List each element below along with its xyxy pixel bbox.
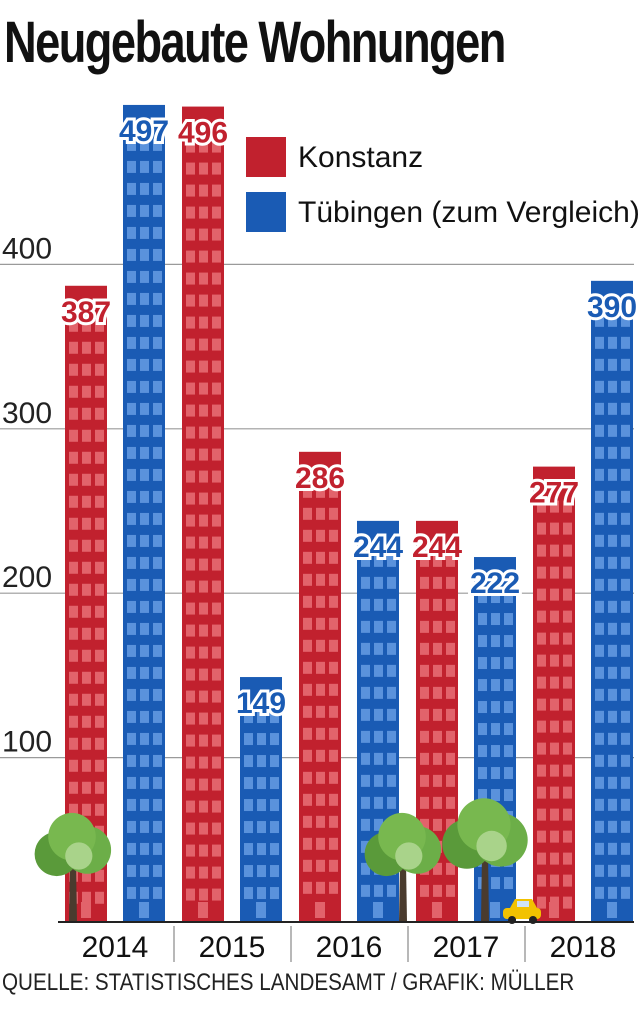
decorations [34,798,541,924]
value-label-tuebingen-2016: 244 [353,531,403,564]
y-tick-200: 200 [2,561,52,594]
tree-icon [442,798,528,922]
bar-konstanz-2014 [65,285,107,923]
y-tick-labels: 100 200 300 400 [2,232,52,758]
x-tick-2015: 2015 [199,931,266,964]
value-label-konstanz-2017: 244 [412,531,462,564]
y-tick-100: 100 [2,726,52,759]
x-tick-2016: 2016 [316,931,383,964]
x-tick-2018: 2018 [550,931,617,964]
legend: Konstanz Tübingen (zum Vergleich) [246,137,640,232]
value-label-tuebingen-2015: 149 [236,687,286,720]
legend-item-konstanz: Konstanz [246,137,423,177]
bar-tuebingen-2018 [591,280,633,923]
value-label-tuebingen-2018: 390 [587,291,637,324]
value-label-tuebingen-2014: 497 [119,115,169,148]
tree-icon [34,812,112,922]
bar-konstanz-2018 [533,466,575,922]
tree-icon [364,812,442,922]
legend-item-tuebingen: Tübingen (zum Vergleich) [246,192,640,232]
y-tick-400: 400 [2,232,52,265]
x-axis: 2014 2015 2016 2017 2018 [58,921,634,964]
legend-label: Konstanz [298,141,423,174]
legend-label: Tübingen (zum Vergleich) [298,196,640,229]
x-tick-2014: 2014 [82,931,149,964]
value-label-konstanz-2016: 286 [295,462,345,495]
bar-tuebingen-2015 [240,677,282,922]
bar-konstanz-2016 [299,451,341,922]
bar-tuebingen-2014 [123,104,165,922]
value-label-tuebingen-2017: 222 [470,567,520,600]
y-tick-300: 300 [2,397,52,430]
value-label-konstanz-2014: 387 [61,296,111,329]
x-tick-2017: 2017 [433,931,500,964]
legend-swatch [246,137,286,177]
source-note: QUELLE: STATISTISCHES LANDESAMT / GRAFIK… [2,969,575,996]
bar-konstanz-2015 [182,106,224,923]
bar-tuebingen-2017 [474,557,516,922]
legend-swatch [246,192,286,232]
chart-title: Neugebaute Wohnungen [4,10,506,75]
value-label-konstanz-2018: 277 [529,477,579,510]
car-icon [503,899,541,924]
value-label-konstanz-2015: 496 [178,117,228,150]
